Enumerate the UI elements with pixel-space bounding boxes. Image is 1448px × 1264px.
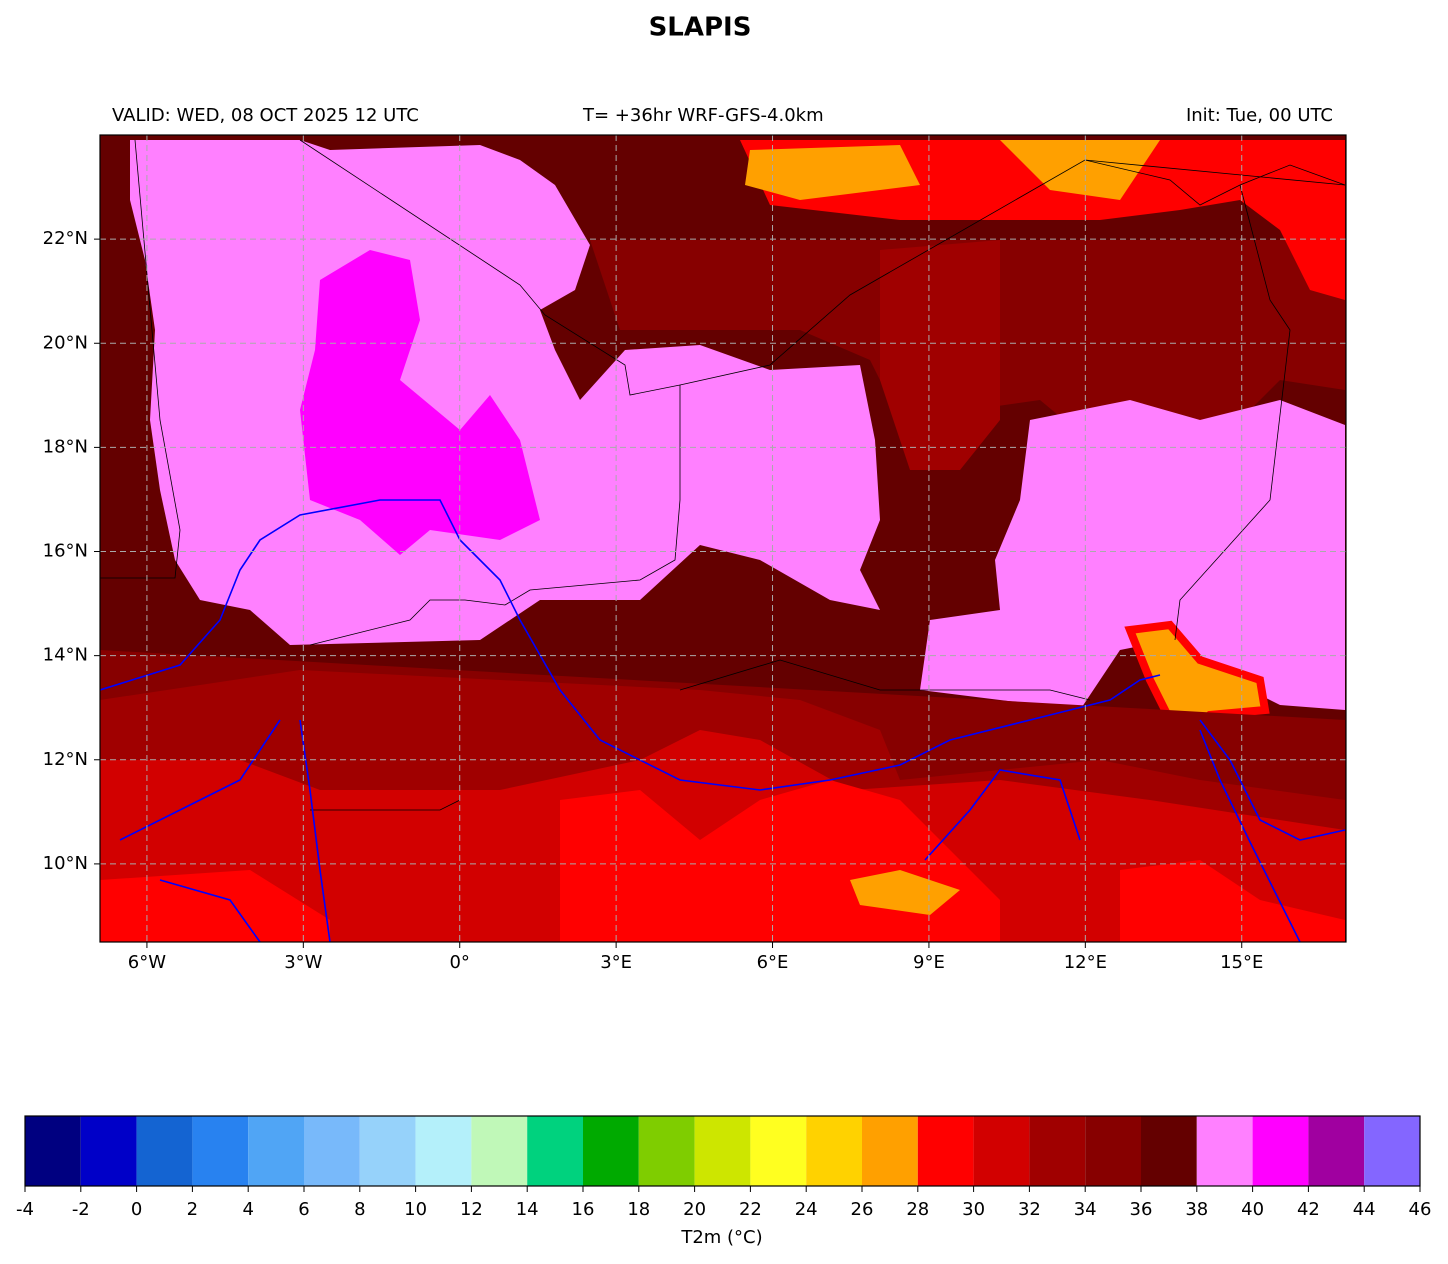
colorbar-bin <box>304 1116 360 1186</box>
x-tick-label: 3°W <box>284 952 322 973</box>
colorbar-tick-label: 28 <box>906 1199 929 1220</box>
colorbar-tick-label: 10 <box>404 1199 427 1220</box>
colorbar-tick-label: -2 <box>72 1199 90 1220</box>
y-tick-label: 20°N <box>43 332 88 353</box>
colorbar-tick-label: 14 <box>516 1199 539 1220</box>
forecast-info: T= +36hr WRF-GFS-4.0km <box>582 105 824 126</box>
colorbar-tick-label: 34 <box>1074 1199 1097 1220</box>
colorbar-bin <box>359 1116 416 1186</box>
colorbar-bin <box>527 1116 583 1186</box>
colorbar-bin <box>80 1116 137 1186</box>
colorbar-tick-label: 40 <box>1241 1199 1264 1220</box>
title: SLAPIS <box>649 13 752 43</box>
colorbar-tick-label: 36 <box>1130 1199 1153 1220</box>
colorbar-tick-label: 44 <box>1353 1199 1376 1220</box>
colorbar-bin <box>862 1116 918 1186</box>
colorbar-bin <box>1196 1116 1253 1186</box>
y-tick-label: 18°N <box>43 436 88 457</box>
y-tick-label: 22°N <box>43 228 88 249</box>
colorbar-bin <box>973 1116 1030 1186</box>
colorbar-bin <box>471 1116 528 1186</box>
colorbar-tick-label: -4 <box>16 1199 34 1220</box>
map-field <box>100 135 1346 942</box>
colorbar-bin <box>415 1116 472 1186</box>
colorbar-tick-label: 0 <box>131 1199 142 1220</box>
colorbar-bin <box>917 1116 974 1186</box>
colorbar-tick-label: 38 <box>1185 1199 1208 1220</box>
colorbar-bin <box>1308 1116 1365 1186</box>
colorbar-tick-label: 20 <box>683 1199 706 1220</box>
colorbar-frame <box>24 1115 1421 1187</box>
colorbar-tick-label: 6 <box>298 1199 309 1220</box>
map-frame <box>99 134 1347 943</box>
x-tick-label: 0° <box>449 952 469 973</box>
y-tick-label: 10°N <box>43 853 88 874</box>
colorbar-tick-label: 22 <box>739 1199 762 1220</box>
colorbar-bin <box>583 1116 639 1186</box>
colorbar-tick-label: 24 <box>795 1199 818 1220</box>
colorbar-tick-label: 42 <box>1297 1199 1320 1220</box>
x-tick-label: 6°W <box>128 952 166 973</box>
init-time: Init: Tue, 00 UTC <box>1186 105 1333 126</box>
colorbar-tick-label: 18 <box>627 1199 650 1220</box>
x-tick-label: 3°E <box>600 952 632 973</box>
x-tick-label: 12°E <box>1064 952 1107 973</box>
valid-time: VALID: WED, 08 OCT 2025 12 UTC <box>112 105 419 126</box>
colorbar-tick-label: 2 <box>187 1199 198 1220</box>
y-tick-label: 16°N <box>43 541 88 562</box>
colorbar-bin <box>806 1116 862 1186</box>
colorbar-bin <box>136 1116 193 1186</box>
colorbar-bin <box>1085 1116 1141 1186</box>
x-tick-label: 15°E <box>1220 952 1263 973</box>
colorbar-tick-label: 30 <box>962 1199 985 1220</box>
colorbar-bin <box>1252 1116 1309 1186</box>
colorbar-bin <box>25 1116 81 1186</box>
y-tick-label: 14°N <box>43 645 88 666</box>
colorbar-tick-label: 32 <box>1018 1199 1041 1220</box>
colorbar-label: T2m (°C) <box>680 1227 762 1248</box>
colorbar-bin <box>750 1116 807 1186</box>
colorbar-bin <box>694 1116 751 1186</box>
colorbar-tick-label: 26 <box>851 1199 874 1220</box>
colorbar-bin <box>1364 1116 1420 1186</box>
colorbar-tick-label: 12 <box>460 1199 483 1220</box>
colorbar-bin <box>1029 1116 1086 1186</box>
colorbar-bin <box>1141 1116 1197 1186</box>
colorbar-bin <box>248 1116 304 1186</box>
colorbar-bin <box>638 1116 695 1186</box>
colorbar-tick-label: 16 <box>572 1199 595 1220</box>
colorbar-tick-label: 4 <box>242 1199 253 1220</box>
y-tick-label: 12°N <box>43 749 88 770</box>
colorbar-tick-label: 46 <box>1409 1199 1432 1220</box>
colorbar-bin <box>192 1116 249 1186</box>
colorbar-tick-label: 8 <box>354 1199 365 1220</box>
x-tick-label: 6°E <box>757 952 789 973</box>
x-tick-label: 9°E <box>913 952 945 973</box>
